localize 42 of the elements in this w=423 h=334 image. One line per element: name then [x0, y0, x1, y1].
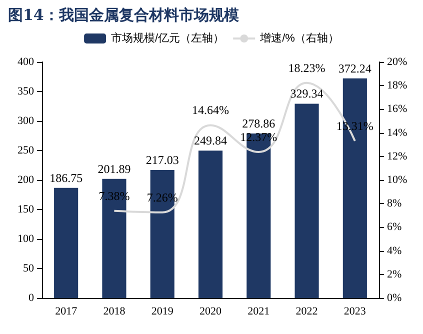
x-tick-label: 2019 [151, 306, 174, 318]
x-tick-label: 2022 [296, 306, 318, 318]
legend-label: 市场规模/亿元（左轴） [111, 32, 224, 44]
legend-label: 增速/%（右轴） [259, 32, 339, 44]
data-label: 249.84 [194, 134, 227, 148]
data-label: 372.24 [338, 61, 372, 76]
y-tick-label: 150 [18, 204, 34, 216]
y2-tick-label: 20% [387, 56, 408, 68]
y-tick-label: 300 [18, 115, 34, 127]
y-tick-label: 50 [23, 262, 34, 274]
y-tick-label: 350 [18, 86, 34, 98]
data-label: 18.23% [288, 60, 326, 75]
data-label: 217.03 [146, 152, 179, 167]
y-tick-label: 400 [18, 56, 34, 68]
x-tick-label: 2023 [344, 306, 366, 318]
x-tick-label: 2021 [248, 306, 270, 318]
chart-title: 图14：我国金属复合材料市场规模 [8, 6, 239, 25]
data-label: 278.86 [242, 116, 276, 130]
bar [198, 150, 223, 298]
y2-tick-label: 4% [387, 244, 402, 257]
y2-tick-label: 16% [387, 103, 408, 116]
x-tick-label: 2018 [103, 306, 126, 318]
y2-tick-label: 2% [387, 268, 402, 280]
data-label: 186.75 [50, 170, 83, 185]
data-label: 329.34 [290, 86, 324, 101]
y-tick-label: 100 [18, 233, 34, 245]
x-tick-label: 2017 [55, 306, 78, 318]
y-tick-label: 250 [18, 144, 34, 156]
y2-tick-label: 12% [387, 150, 408, 162]
bar [54, 188, 78, 298]
y2-tick-label: 14% [387, 126, 408, 139]
y2-tick-label: 6% [387, 221, 402, 234]
data-label: 14.64% [192, 103, 229, 118]
y2-tick-label: 0% [387, 292, 402, 304]
data-label: 201.89 [98, 162, 131, 176]
y2-tick-label: 8% [387, 198, 402, 210]
y2-tick-label: 18% [387, 80, 408, 92]
x-tick-label: 2020 [200, 306, 222, 318]
y-tick-label: 200 [18, 174, 34, 186]
y2-tick-label: 10% [387, 174, 408, 186]
y-tick-label: 0 [28, 292, 34, 304]
bar [294, 104, 319, 298]
